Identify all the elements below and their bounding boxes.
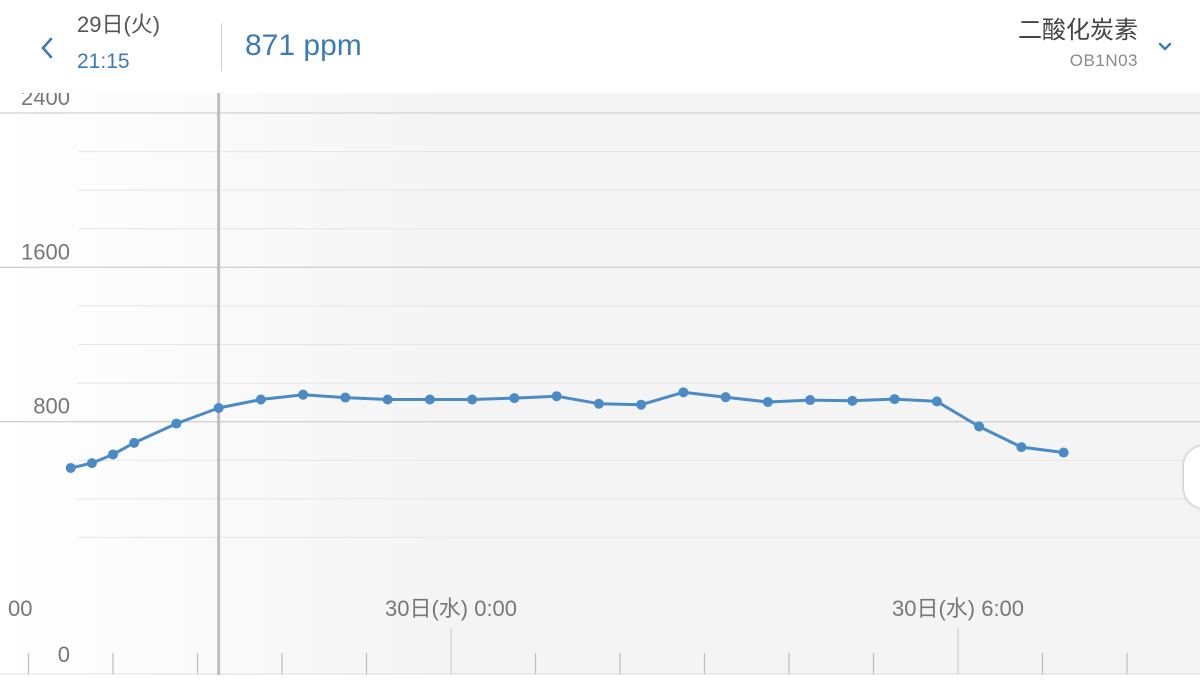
data-point[interactable] [678, 387, 689, 398]
data-point[interactable] [974, 421, 985, 432]
data-point[interactable] [340, 392, 351, 403]
data-point[interactable] [255, 394, 266, 405]
y-tick-label: 2400 [21, 93, 70, 110]
data-point[interactable] [129, 437, 140, 448]
data-point[interactable] [171, 418, 182, 429]
data-point[interactable] [298, 389, 309, 400]
data-point[interactable] [593, 398, 604, 409]
data-point[interactable] [720, 392, 731, 403]
selected-time: 21:15 [77, 50, 130, 73]
data-point[interactable] [1058, 447, 1069, 458]
chart-scroll-handle[interactable] [1183, 445, 1200, 509]
data-point[interactable] [424, 394, 435, 405]
app-header: 29日(火) 21:15 871 ppm 二酸化炭素 OB1N03 [0, 0, 1200, 93]
back-button[interactable] [30, 28, 64, 68]
data-point[interactable] [847, 395, 858, 406]
data-point[interactable] [805, 395, 816, 406]
data-point[interactable] [65, 462, 76, 473]
y-tick-label-zero: 0 [58, 642, 70, 667]
plot-bg-current [451, 93, 1200, 675]
data-point[interactable] [108, 449, 118, 460]
data-point[interactable] [467, 394, 478, 405]
sensor-name: 二酸化炭素 [1018, 17, 1138, 44]
x-tick-label: 30日(水) 0:00 [385, 596, 517, 621]
y-tick-label: 800 [33, 394, 70, 419]
sensor-id: OB1N03 [1069, 51, 1138, 70]
x-tick-label: 30日(水) 6:00 [892, 596, 1024, 621]
selected-datetime: 29日(火) 21:15 [77, 10, 160, 77]
sensor-dropdown-button[interactable] [1152, 34, 1178, 60]
series-line [70, 390, 1064, 470]
selected-date: 29日(火) [77, 12, 161, 37]
data-point[interactable] [889, 394, 900, 405]
current-reading: 871 ppm [245, 29, 362, 62]
data-point[interactable] [931, 396, 942, 407]
x-tick-label: 00 [8, 596, 32, 621]
data-point[interactable] [382, 394, 393, 405]
chevron-down-icon [1158, 42, 1172, 51]
data-point[interactable] [636, 399, 647, 410]
y-tick-label: 1600 [21, 239, 70, 264]
data-point[interactable] [762, 396, 773, 407]
header-divider [221, 23, 222, 71]
sensor-selector[interactable]: 二酸化炭素 OB1N03 [1018, 15, 1138, 73]
plot-bg-past [0, 93, 451, 675]
data-point[interactable] [509, 393, 520, 404]
chevron-left-icon [41, 37, 53, 59]
co2-chart[interactable]: 800 1600 2400 0 00 30日(水) 0:00 30日(水) 6:00 [0, 85, 1200, 675]
data-point[interactable] [1016, 442, 1027, 453]
data-point[interactable] [213, 402, 224, 413]
data-point[interactable] [551, 391, 562, 402]
data-point[interactable] [86, 458, 97, 469]
